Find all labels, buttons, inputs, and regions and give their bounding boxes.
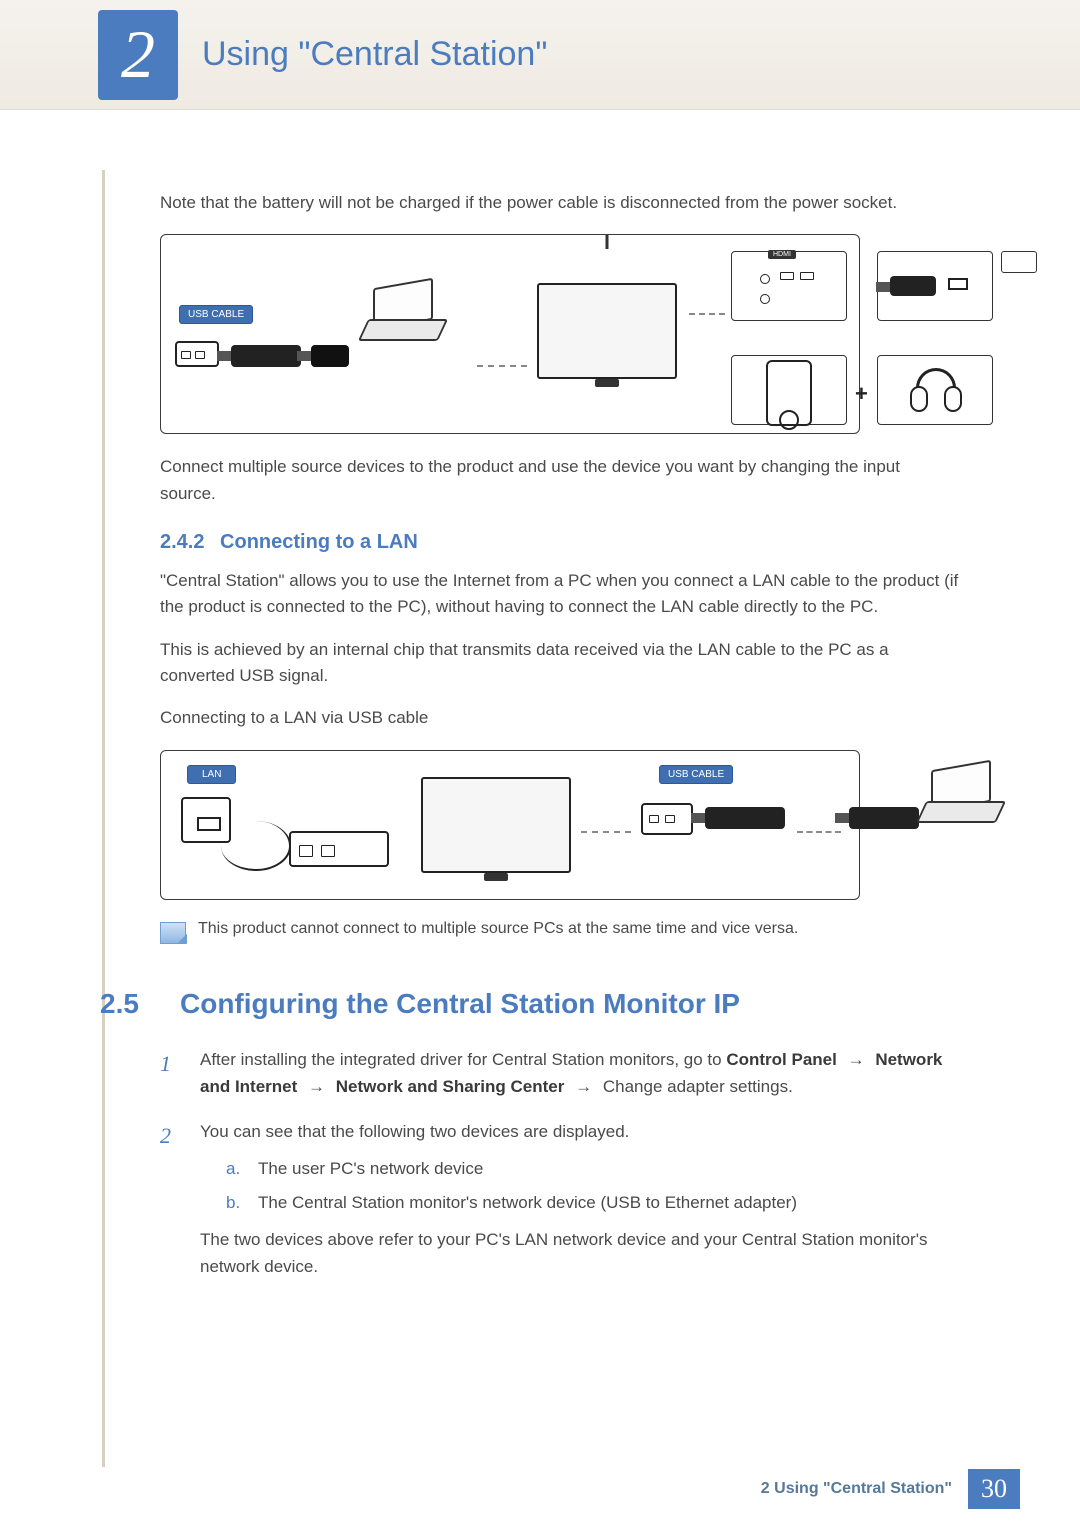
monitor-icon — [421, 777, 571, 873]
step-1: 1 After installing the integrated driver… — [160, 1046, 960, 1100]
subsection-number: 2.4.2 — [160, 531, 204, 553]
note-row: This product cannot connect to multiple … — [160, 920, 960, 944]
step-body: You can see that the following two devic… — [200, 1118, 960, 1280]
subsection-title: Connecting to a LAN — [220, 531, 418, 553]
left-margin-rule — [102, 170, 105, 1467]
intro-note: Note that the battery will not be charge… — [160, 190, 960, 216]
step-text: Change adapter settings. — [603, 1077, 793, 1096]
media-player-panel — [731, 355, 847, 425]
lan-paragraph-2: This is achieved by an internal chip tha… — [160, 637, 960, 690]
step-number: 2 — [160, 1118, 180, 1280]
device-ports-icon — [641, 803, 693, 835]
arrow-icon: → — [308, 1077, 325, 1096]
page-footer: 2 Using "Central Station" 30 — [761, 1469, 1020, 1509]
footer-page-number: 30 — [968, 1469, 1020, 1509]
cable-panel — [877, 251, 993, 321]
hdmi-cable-icon — [890, 276, 936, 296]
usb-plug-icon — [849, 807, 919, 829]
dashed-connector — [477, 365, 527, 367]
chapter-title: Using "Central Station" — [202, 35, 547, 74]
hdmi-connector-panel — [1001, 251, 1037, 273]
step-text: You can see that the following two devic… — [200, 1122, 629, 1141]
sub-item-b: b. The Central Station monitor's network… — [226, 1189, 960, 1216]
section-number: 2.5 — [100, 988, 150, 1020]
usb-dongle-icon — [705, 807, 785, 829]
plus-icon: + — [855, 381, 868, 407]
step-2: 2 You can see that the following two dev… — [160, 1118, 960, 1280]
usb-cable-tag: USB CABLE — [179, 305, 253, 324]
note-text: This product cannot connect to multiple … — [198, 920, 798, 938]
sub-item-a: a. The user PC's network device — [226, 1155, 960, 1182]
connection-diagram-1: USB CABLE HDMI — [160, 234, 860, 434]
hdmi-panel: HDMI — [731, 251, 847, 321]
usb-plug-icon — [311, 345, 349, 367]
content-area: Note that the battery will not be charge… — [160, 190, 960, 1298]
device-rear-icon — [289, 831, 389, 867]
after-diagram1-text: Connect multiple source devices to the p… — [160, 454, 960, 507]
step-text: After installing the integrated driver f… — [200, 1050, 726, 1069]
headphones-icon — [910, 364, 962, 416]
plug-icon — [948, 278, 968, 290]
sub-letter: a. — [226, 1155, 244, 1182]
sub-text: The user PC's network device — [258, 1155, 483, 1182]
usb-cable-tag: USB CABLE — [659, 765, 733, 784]
sub-list: a. The user PC's network device b. The C… — [226, 1155, 960, 1215]
arrow-icon: → — [848, 1050, 865, 1069]
path-sharing-center: Network and Sharing Center — [336, 1077, 565, 1096]
footer-chapter-label: 2 Using "Central Station" — [761, 1469, 968, 1509]
lan-tag: LAN — [187, 765, 236, 784]
step-list: 1 After installing the integrated driver… — [160, 1046, 960, 1280]
step-body: After installing the integrated driver f… — [200, 1046, 960, 1100]
section-title: Configuring the Central Station Monitor … — [180, 988, 740, 1020]
step-tail-text: The two devices above refer to your PC's… — [200, 1226, 960, 1280]
section-heading: 2.5 Configuring the Central Station Moni… — [100, 988, 960, 1020]
subsection-heading: 2.4.2 Connecting to a LAN — [160, 531, 960, 554]
path-control-panel: Control Panel — [726, 1050, 837, 1069]
device-ports-icon — [175, 341, 219, 367]
ipod-icon — [766, 360, 812, 426]
dashed-connector — [797, 831, 841, 833]
hdmi-tag: HDMI — [768, 250, 796, 259]
arrow-icon: → — [575, 1077, 592, 1096]
sub-letter: b. — [226, 1189, 244, 1216]
lan-paragraph-1: "Central Station" allows you to use the … — [160, 568, 960, 621]
chapter-header: 2 Using "Central Station" — [0, 0, 1080, 110]
note-icon — [160, 922, 186, 944]
headphones-panel — [877, 355, 993, 425]
monitor-icon — [537, 283, 677, 379]
dashed-connector — [581, 831, 631, 833]
usb-dongle-icon — [231, 345, 301, 367]
dashed-connector — [689, 313, 725, 315]
step-number: 1 — [160, 1046, 180, 1100]
lan-cable-icon — [221, 821, 291, 871]
sub-text: The Central Station monitor's network de… — [258, 1189, 797, 1216]
lan-paragraph-3: Connecting to a LAN via USB cable — [160, 705, 960, 731]
connection-diagram-2: LAN USB CABLE — [160, 750, 860, 900]
chapter-number-badge: 2 — [98, 10, 178, 100]
